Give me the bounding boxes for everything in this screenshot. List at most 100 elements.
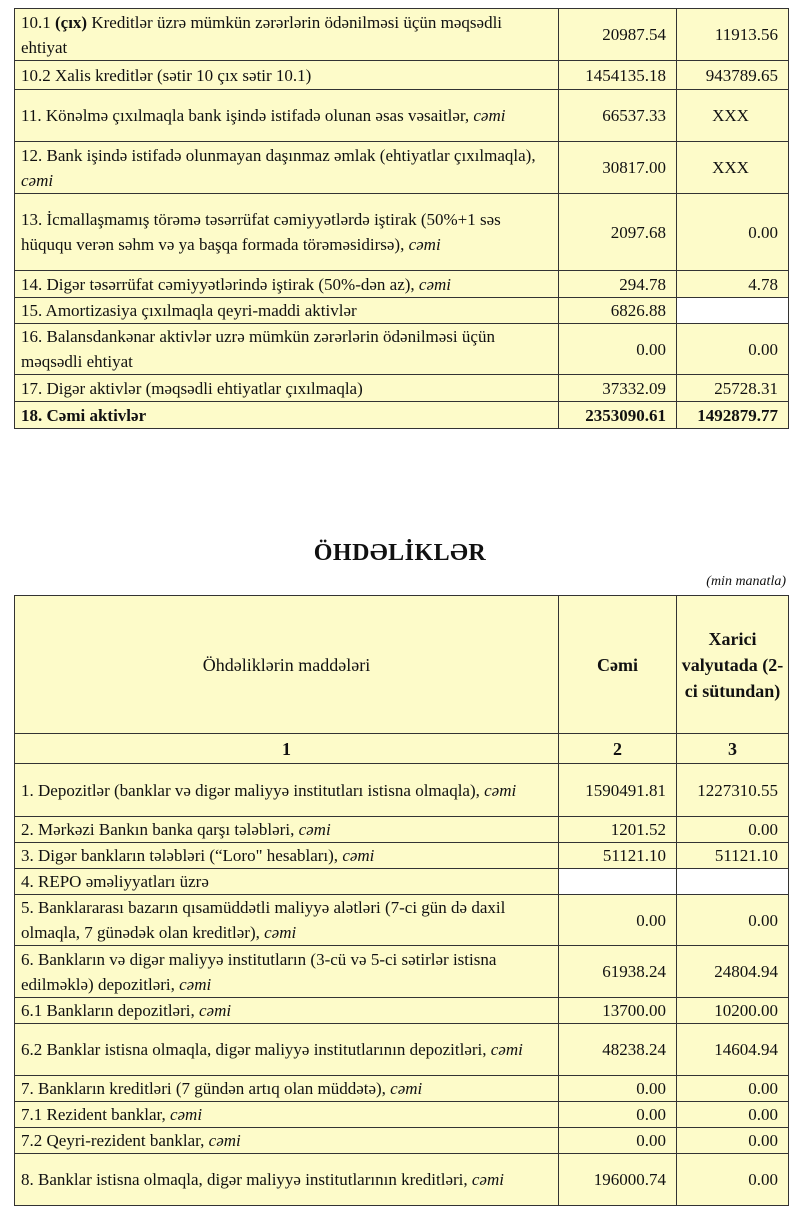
table-row: 12. Bank işində istifadə olunmayan daşın… [14,141,789,194]
table-row: 10.2 Xalis kreditlər (sətir 10 çıx sətir… [14,60,789,90]
total-value: 0.00 [558,894,677,946]
total-value: 0.00 [558,323,677,375]
row-label-italic: cəmi [264,923,297,942]
row-label-italic: cəmi [21,170,54,190]
foreign-value: 25728.31 [676,374,789,402]
total-value: 20987.54 [558,8,677,61]
row-label: 7. Bankların kreditləri (7 gündən artıq … [14,1075,559,1102]
total-value: 0.00 [558,1075,677,1102]
row-label-text: 7. Bankların kreditləri (7 gündən artıq … [21,1079,391,1098]
foreign-value: 14604.94 [676,1023,789,1076]
row-label: 3. Digər bankların tələbləri (“Loro" hes… [14,842,559,869]
unit-note: (min manatla) [706,574,786,589]
row-label-text: 4. REPO əməliyyatları üzrə [21,872,209,891]
foreign-value: 1227310.55 [676,763,789,817]
row-label-text: 7.2 Qeyri-rezident banklar, [21,1131,209,1150]
row-label-text: 7.1 Rezident banklar, [21,1105,170,1124]
total-value: 2097.68 [558,193,677,271]
total-value: 13700.00 [558,997,677,1024]
row-label: 14. Digər təsərrüfat cəmiyyətlərində işt… [14,270,559,298]
row-label-text: 12. Bank işində istifadə olunmayan daşın… [21,145,536,165]
row-label-italic: cəmi [484,780,517,800]
row-label: 2. Mərkəzi Bankın banka qarşı tələbləri,… [14,816,559,843]
total-value: 30817.00 [558,141,677,194]
total-value: 51121.10 [558,842,677,869]
row-label: 1. Depozitlər (banklar və digər maliyyə … [14,763,559,817]
row-label: 10.1 (çıx) Kreditlər üzrə mümkün zərərlə… [14,8,559,61]
row-label-text: 15. Amortizasiya çıxılmaqla qeyri-maddi … [21,301,357,320]
table-row: 17. Digər aktivlər (məqsədli ehtiyatlar … [14,374,789,402]
row-label-text: 1. Depozitlər (banklar və digər maliyyə … [21,780,485,800]
foreign-value: XXX [676,89,789,142]
row-label-text: Kreditlər üzrə mümkün zərərlərin ödənilm… [21,12,503,57]
foreign-value: 10200.00 [676,997,789,1024]
total-value: 61938.24 [558,945,677,998]
row-label-bold: (çıx) [55,12,88,32]
header-foreign: Xarici valyutada (2-ci sütundan) [676,595,789,734]
foreign-value: 0.00 [676,1075,789,1102]
table-row: 1. Depozitlər (banklar və digər maliyyə … [14,763,789,817]
col-number-3: 3 [676,733,789,764]
row-label: 8. Banklar istisna olmaqla, digər maliyy… [14,1153,559,1206]
total-value: 6826.88 [558,297,677,324]
foreign-value: 0.00 [676,323,789,375]
row-label-text: 8. Banklar istisna olmaqla, digər maliyy… [21,1170,472,1189]
assets-table: 10.1 (çıx) Kreditlər üzrə mümkün zərərlə… [14,8,789,429]
row-label: 4. REPO əməliyyatları üzrə [14,868,559,895]
foreign-value: 0.00 [676,894,789,946]
row-label-text: 18. Cəmi aktivlər [21,405,147,425]
table-row: 2. Mərkəzi Bankın banka qarşı tələbləri,… [14,816,789,843]
row-label-italic: cəmi [342,846,375,865]
foreign-value: XXX [676,141,789,194]
total-value: 2353090.61 [558,401,677,429]
row-label-italic: cəmi [390,1079,423,1098]
row-label-italic: cəmi [198,1001,232,1020]
row-label-italic: cəmi [298,820,331,839]
foreign-value: 11913.56 [676,8,789,61]
table-row: 7.1 Rezident banklar, cəmi 0.00 0.00 [14,1101,789,1128]
table-row: 15. Amortizasiya çıxılmaqla qeyri-maddi … [14,297,789,324]
foreign-value [676,297,789,324]
row-label-italic: cəmi [169,1105,203,1124]
foreign-value: 1492879.77 [676,401,789,429]
table-row: 14. Digər təsərrüfat cəmiyyətlərində işt… [14,270,789,298]
row-label-text: 11. Könəlmə çıxılmaqla bank işində istif… [21,106,474,125]
table-row: 6.2 Banklar istisna olmaqla, digər maliy… [14,1023,789,1076]
table-row: 7. Bankların kreditləri (7 gündən artıq … [14,1075,789,1102]
total-value: 0.00 [558,1127,677,1154]
foreign-value: 24804.94 [676,945,789,998]
col-number-1: 1 [14,733,559,764]
table-row: 11. Könəlmə çıxılmaqla bank işində istif… [14,89,789,142]
total-value [558,868,677,895]
foreign-value [676,868,789,895]
row-label-text: 5. Banklararası bazarın qısamüddətli mal… [21,898,506,942]
row-label: 17. Digər aktivlər (məqsədli ehtiyatlar … [14,374,559,402]
row-label: 18. Cəmi aktivlər [14,401,559,429]
row-label-text: 10.2 Xalis kreditlər (sətir 10 çıx sətir… [21,65,312,85]
total-value: 48238.24 [558,1023,677,1076]
row-label-italic: cəmi [208,1131,241,1150]
header-items: Öhdəliklərin maddələri [14,595,559,734]
table-row: 13. İcmallaşmamış törəmə təsərrüfat cəmi… [14,193,789,271]
table-row: 10.1 (çıx) Kreditlər üzrə mümkün zərərlə… [14,8,789,61]
row-label-italic: cəmi [179,974,212,994]
foreign-value: 943789.65 [676,60,789,90]
table-row: 16. Balansdankənar aktivlər uzrə mümkün … [14,323,789,375]
row-label-italic: cəmi [490,1040,523,1059]
row-label-text: 2. Mərkəzi Bankın banka qarşı tələbləri, [21,820,299,839]
row-label: 7.1 Rezident banklar, cəmi [14,1101,559,1128]
row-label: 12. Bank işində istifadə olunmayan daşın… [14,141,559,194]
total-value: 1454135.18 [558,60,677,90]
total-value: 66537.33 [558,89,677,142]
foreign-value: 0.00 [676,1127,789,1154]
total-value: 196000.74 [558,1153,677,1206]
table-row: 7.2 Qeyri-rezident banklar, cəmi 0.00 0.00 [14,1127,789,1154]
section-title: ÖHDƏLİKLƏR [313,540,487,566]
row-label: 5. Banklararası bazarın qısamüddətli mal… [14,894,559,946]
row-label-italic: cəmi [408,235,441,254]
row-label: 15. Amortizasiya çıxılmaqla qeyri-maddi … [14,297,559,324]
row-label: 16. Balansdankənar aktivlər uzrə mümkün … [14,323,559,375]
foreign-value: 0.00 [676,816,789,843]
row-label-prefix: 10.1 [21,12,55,32]
foreign-value: 0.00 [676,193,789,271]
